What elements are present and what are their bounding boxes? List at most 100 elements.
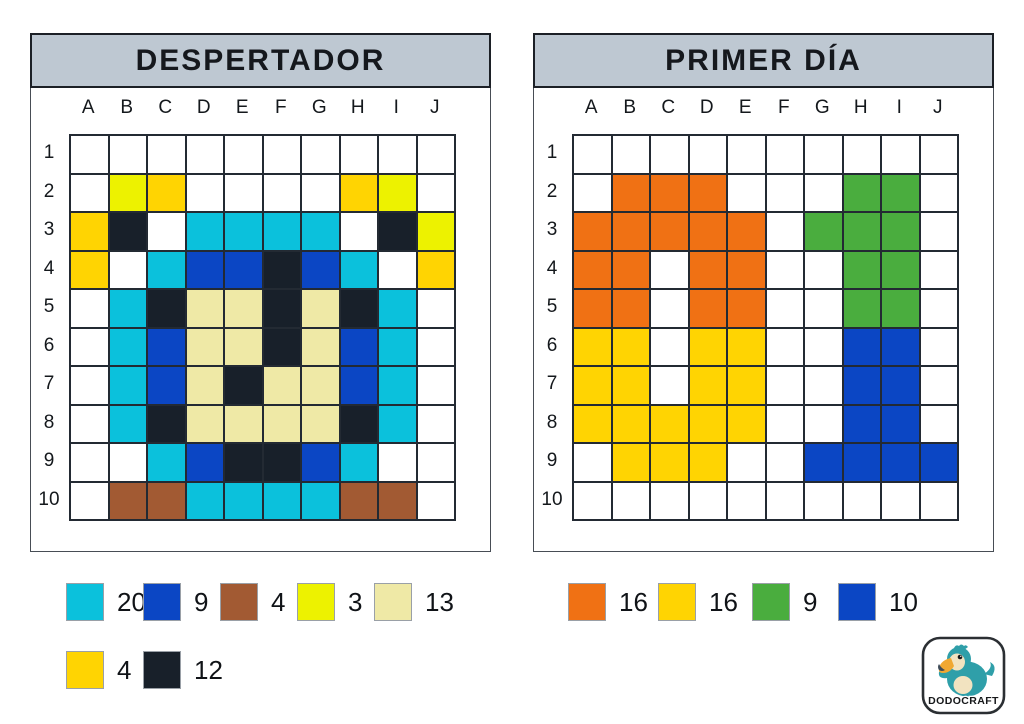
row-label: 6 [43,334,55,356]
grid-cell [147,135,186,174]
grid-cell [378,443,417,482]
grid-cell [224,173,263,212]
legend-item: 4 [66,651,131,689]
grid-cell [573,135,612,174]
row-label: 4 [43,257,55,279]
grid-cell [378,250,417,289]
panel-primer-dia: PRIMER DÍA A B C D E F G H I J 1 2 3 4 5 6 7 8 9 10 [533,33,994,552]
grid-cell [842,366,881,405]
grid-cell [765,173,804,212]
column-label: H [350,97,365,118]
grid-cell [339,404,378,443]
column-label: E [235,97,249,118]
grid-cell [765,289,804,328]
grid-cell [804,173,843,212]
grid-cell [108,173,147,212]
grid-cell [727,327,766,366]
grid-cell [262,173,301,212]
grid-cell [378,135,417,174]
legend-count: 16 [709,586,738,617]
grid-cell [108,366,147,405]
grid-cell [224,443,263,482]
grid-cell [881,404,920,443]
panel-body: A B C D E F G H I J 1 2 3 4 5 6 7 8 9 10 [30,88,491,552]
grid-cell [70,212,109,251]
grid-cell [108,481,147,520]
row-label: 7 [546,373,558,395]
grid-cell [416,250,455,289]
logo-text: DODOCRAFT [928,695,999,707]
column-label: G [311,97,327,118]
legend-color-swatch-brown [220,583,258,621]
legend-color-swatch-cream [374,583,412,621]
grid-cell [416,212,455,251]
grid-cell [378,404,417,443]
row-labels: 1 2 3 4 5 6 7 8 9 10 [34,134,64,519]
row-label: 3 [43,219,55,241]
grid-cell [224,327,263,366]
grid-cell [842,250,881,289]
grid-cell [339,443,378,482]
grid-cell [650,135,689,174]
grid-cell [108,250,147,289]
grid-cell [416,135,455,174]
grid-cell [611,404,650,443]
grid-cell [339,212,378,251]
grid-cell [147,250,186,289]
row-label: 9 [546,450,558,472]
grid-cell [108,443,147,482]
grid-cell [185,481,224,520]
grid-cell [842,327,881,366]
grid-cell [804,327,843,366]
grid-cell [185,404,224,443]
column-label: A [81,97,95,118]
grid-cell [573,250,612,289]
legend-color-swatch-blue [838,583,876,621]
column-label: C [158,97,173,118]
grid-cell [919,250,958,289]
legend-count: 3 [348,586,363,617]
legend-count: 12 [194,654,223,685]
grid-cell [378,327,417,366]
grid-cell [416,404,455,443]
grid-cell [727,212,766,251]
column-label: D [196,97,211,118]
grid-cell [147,327,186,366]
legend-row: 20 9 4 3 13 [66,583,506,625]
grid-cell [378,289,417,328]
legend-color-swatch-green [752,583,790,621]
grid-cell [919,289,958,328]
grid-cell [262,250,301,289]
legend-item: 20 [66,583,146,621]
grid-cell [611,135,650,174]
column-label: J [430,97,440,118]
legend-item: 12 [143,651,223,689]
grid-cell [842,443,881,482]
grid-cell [70,404,109,443]
grid-cell [765,404,804,443]
grid-cell [804,366,843,405]
grid-cell [185,173,224,212]
grid-cell [224,212,263,251]
grid-cell [301,212,340,251]
grid-cell [765,212,804,251]
grid-cell [881,481,920,520]
grid-cell [301,443,340,482]
column-label: F [274,97,287,118]
row-label: 5 [546,296,558,318]
grid-cell [650,481,689,520]
row-label: 5 [43,296,55,318]
column-label: H [853,97,868,118]
grid-cell [147,366,186,405]
grid-cell [147,212,186,251]
grid-cell [727,250,766,289]
legend-row: 16 16 9 10 [568,583,1008,625]
grid-cell [573,327,612,366]
grid-cell [688,250,727,289]
grid-cell [339,250,378,289]
grid-cell [881,443,920,482]
grid-cell [147,443,186,482]
grid-cell [70,135,109,174]
grid-cell [765,481,804,520]
